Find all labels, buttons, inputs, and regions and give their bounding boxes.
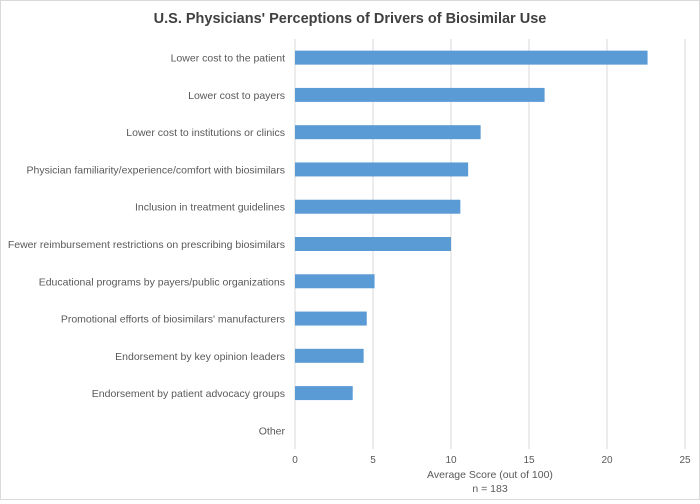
x-tick-label: 0 [292, 455, 298, 466]
category-label: Physician familiarity/experience/comfort… [26, 164, 285, 176]
bar [295, 50, 648, 65]
x-tick-label: 15 [523, 455, 535, 466]
x-tick-label: 5 [370, 455, 376, 466]
bar [295, 199, 461, 214]
x-tick-label: 20 [601, 455, 613, 466]
x-tick-labels: 0 5 10 15 20 25 [292, 455, 691, 466]
x-tick-label: 10 [445, 455, 457, 466]
bar [295, 162, 469, 177]
category-label: Endorsement by patient advocacy groups [92, 388, 285, 400]
category-label: Other [259, 425, 286, 437]
category-label: Endorsement by key opinion leaders [115, 351, 285, 363]
bar [295, 125, 481, 140]
sample-size-note: n = 183 [472, 483, 507, 495]
bar [295, 87, 545, 102]
bar [295, 311, 367, 326]
category-label: Lower cost to the patient [171, 53, 285, 65]
category-label: Inclusion in treatment guidelines [135, 202, 285, 214]
category-label: Lower cost to institutions or clinics [126, 127, 285, 139]
bar [295, 386, 353, 401]
x-axis-label: Average Score (out of 100) [427, 469, 553, 481]
category-label: Fewer reimbursement restrictions on pres… [8, 239, 285, 251]
category-label: Promotional efforts of biosimilars' manu… [61, 314, 285, 326]
chart-title: U.S. Physicians' Perceptions of Drivers … [154, 11, 547, 27]
bar [295, 348, 364, 363]
bar [295, 274, 375, 289]
bar [295, 237, 451, 251]
category-labels: Lower cost to the patient Lower cost to p… [8, 53, 286, 438]
bars [295, 50, 648, 401]
category-label: Lower cost to payers [188, 90, 285, 102]
category-label: Educational programs by payers/public or… [39, 276, 285, 288]
x-tick-label: 25 [679, 455, 691, 466]
